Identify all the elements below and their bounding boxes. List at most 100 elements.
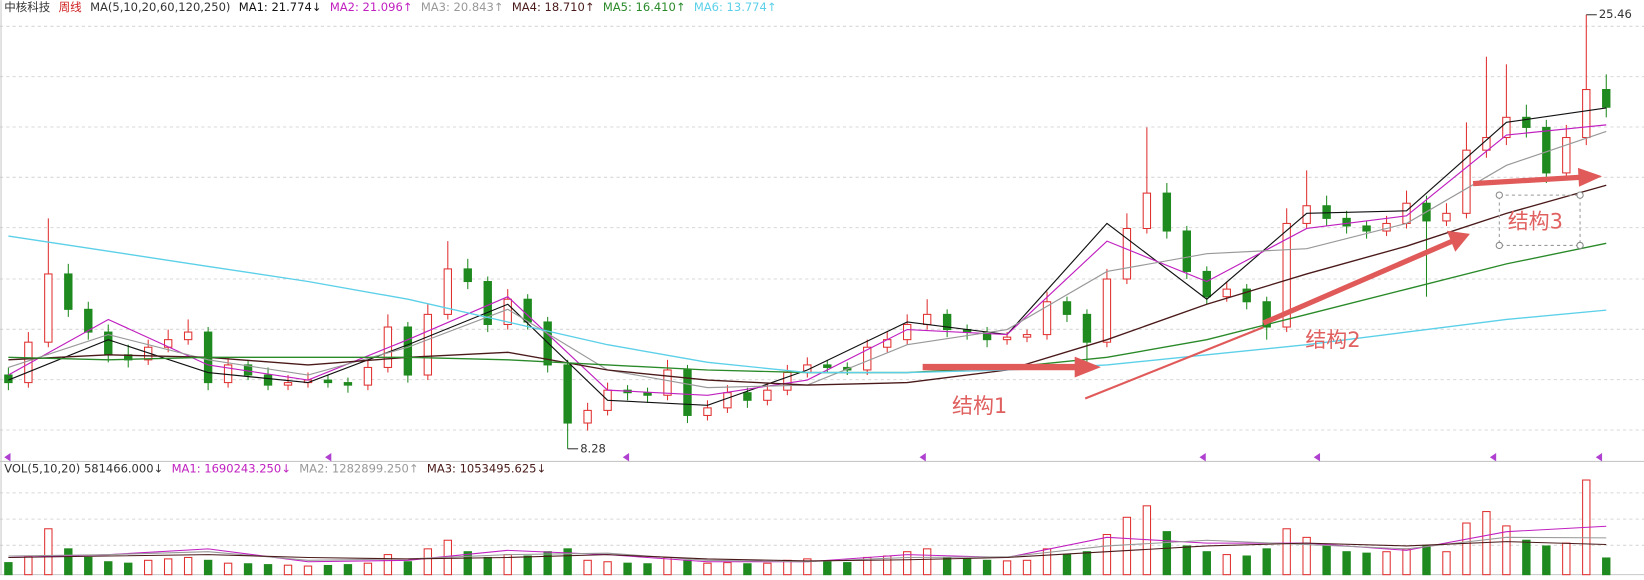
volume-bar [223, 562, 233, 576]
volume-bar [982, 559, 992, 576]
candle-body [1142, 192, 1152, 230]
volume-bar [1222, 554, 1231, 576]
volume-bar [1082, 551, 1092, 576]
volume-bar [1602, 557, 1611, 576]
volume-bar [183, 556, 193, 576]
volume-bar [1282, 528, 1291, 576]
low-marker: 8.28 [580, 441, 606, 455]
annotation-shapes [922, 167, 1603, 400]
volume-bar [1362, 552, 1371, 576]
candle-body [183, 331, 193, 341]
candle-body [1082, 313, 1092, 343]
volume-bar [902, 551, 912, 576]
candle-body [1122, 227, 1132, 280]
volume-bar [623, 562, 632, 576]
candle-body [44, 273, 53, 343]
volume-bar [144, 559, 153, 576]
volume-bar [1162, 531, 1172, 576]
candle-body [563, 364, 572, 424]
volume-bar [483, 556, 492, 576]
volume-bar [403, 561, 413, 576]
volume-bar [104, 561, 113, 576]
candle-body [1462, 149, 1471, 214]
volume-bar [803, 558, 812, 576]
candle-body [743, 392, 752, 401]
ma-line [8, 541, 1607, 562]
volume-bar [1022, 559, 1032, 576]
annotation: 结构1 [952, 394, 1007, 418]
volume-bar [603, 561, 612, 576]
candle-body [283, 382, 293, 386]
volume-bar [1262, 548, 1271, 576]
candle-body [323, 379, 333, 384]
volume-bar [1102, 533, 1112, 576]
legend-text: MA(5,10,20,60,120,250) [90, 0, 230, 14]
candle-body [1562, 137, 1571, 174]
volume-bar [1322, 545, 1331, 576]
volume-bar [343, 564, 353, 576]
candle-body [942, 313, 952, 331]
candle-body [523, 298, 532, 323]
candle-body [363, 366, 373, 386]
volume-bar [962, 558, 972, 576]
candle-body [723, 392, 732, 409]
candle-body [1302, 205, 1311, 224]
legend-text: MA3: 1053495.625↓ [427, 461, 546, 475]
volume-bar [203, 559, 213, 576]
volume-bar [523, 555, 532, 576]
candle-body [1382, 222, 1391, 232]
legend-text: MA5: 16.410↑ [603, 0, 686, 14]
annotation: 结构2 [1305, 328, 1360, 352]
volume-bar [283, 564, 293, 576]
annotation: 结构3 [1508, 209, 1563, 233]
volume-bar [1062, 554, 1072, 576]
candle-body [1162, 192, 1172, 232]
volume-bar [303, 565, 313, 576]
candle-body [1282, 222, 1291, 328]
volume-bar [922, 548, 932, 576]
candle-body [1202, 270, 1211, 298]
candle-body [1042, 301, 1052, 336]
legend-text: MA1: 21.774↓ [239, 0, 322, 14]
high-marker: 25.46 [1599, 7, 1632, 21]
legend-text: MA4: 18.710↑ [512, 0, 595, 14]
volume-bar [823, 561, 832, 576]
ma-line [8, 235, 1607, 374]
volume-bar [44, 528, 53, 576]
volume-bar [1402, 548, 1411, 576]
candle-body [343, 382, 353, 386]
candle-body [1262, 301, 1271, 328]
ma-line [8, 107, 1607, 406]
candle-body [1242, 288, 1251, 303]
candle-body [763, 389, 772, 401]
volume-bar [1522, 539, 1531, 576]
volume-bar [942, 556, 952, 576]
volume-bar [1382, 551, 1391, 576]
ma-line [8, 536, 1607, 563]
volume-bar [683, 559, 692, 576]
volume-bar [24, 555, 33, 576]
volume-bar [1302, 536, 1311, 576]
candle-body [1342, 217, 1351, 227]
candle-body [403, 326, 413, 376]
candle-body [1222, 288, 1231, 298]
volume-bar [1502, 525, 1511, 576]
volume-bar [243, 563, 253, 576]
candle-body [64, 273, 73, 310]
candle-body [703, 407, 712, 416]
volume-bar [1422, 545, 1431, 576]
volume-bar [583, 559, 592, 576]
volume-bar [423, 548, 433, 576]
volume-bar [1202, 551, 1211, 576]
candle-body [1102, 278, 1112, 343]
volume-bar [1002, 560, 1012, 576]
candle-body [1062, 301, 1072, 315]
volume-bar [1562, 542, 1571, 576]
volume-bar [1182, 545, 1192, 576]
volume-bar [723, 562, 732, 576]
candle-body [1362, 225, 1371, 232]
volume-bar [703, 562, 712, 576]
volume-bar [783, 559, 792, 576]
